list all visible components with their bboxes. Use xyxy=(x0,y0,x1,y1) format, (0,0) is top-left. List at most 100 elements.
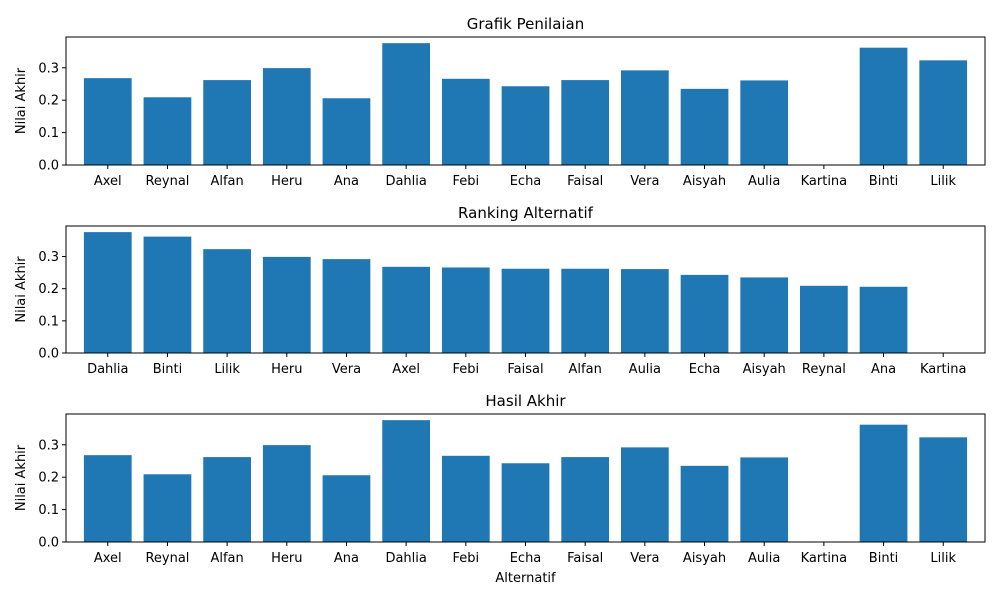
y-axis-ticks: 0.0 0.1 0.2 0.3 xyxy=(38,250,66,362)
chart-title: Grafik Penilaian xyxy=(467,15,585,33)
x-tick-label-kartina: Kartina xyxy=(801,174,848,189)
bar-binti xyxy=(859,47,908,165)
bar-binti xyxy=(859,424,908,542)
x-tick-label-echa: Echa xyxy=(510,174,542,189)
bar-series xyxy=(83,232,908,353)
x-tick-label-lilik: Lilik xyxy=(930,174,956,189)
x-tick-label-binti: Binti xyxy=(153,362,182,377)
chart-hasil-akhir: Hasil Akhir Nilai Akhir Alternatif 0.00.… xyxy=(14,392,986,586)
bar-faisal xyxy=(561,80,610,165)
bar-reynal xyxy=(800,285,848,353)
x-tick-label-kartina: Kartina xyxy=(801,551,848,566)
bar-dahlia xyxy=(382,43,431,165)
bar-echa xyxy=(501,463,550,542)
y-tick-label: 0.0 xyxy=(38,159,59,174)
bar-aisyah xyxy=(680,465,729,542)
x-tick-label-aulia: Aulia xyxy=(748,174,780,189)
x-tick-label-reynal: Reynal xyxy=(145,551,189,566)
bar-echa xyxy=(680,274,729,353)
x-axis-ticks: Axel Reynal Alfan Heru Ana Dahlia Febi Echa Fais… xyxy=(94,542,957,566)
bar-heru xyxy=(262,445,311,542)
bar-aulia xyxy=(740,457,789,542)
x-tick-label-heru: Heru xyxy=(271,362,302,377)
chart-title: Ranking Alternatif xyxy=(458,204,594,222)
x-tick-label-febi: Febi xyxy=(453,362,480,377)
x-tick-label-ana: Ana xyxy=(334,551,359,566)
y-axis-label: Nilai Akhir xyxy=(14,67,29,134)
x-axis-ticks: Dahlia Binti Lilik Heru Vera Axel Febi Faisal Al… xyxy=(87,353,966,377)
chart-ranking-alternatif: Ranking Alternatif Nilai Akhir 0.0 0.1 0.2… xyxy=(14,204,986,377)
bar-axel xyxy=(382,266,431,353)
bar-reynal xyxy=(143,97,192,165)
axes-frame xyxy=(65,225,986,354)
y-tick-label: 0.3 xyxy=(38,250,59,265)
y-tick-label: 0.1 xyxy=(38,126,59,141)
x-tick-label-febi: Febi xyxy=(453,174,480,189)
x-tick-label-alfan: Alfan xyxy=(210,551,243,566)
y-tick-label: 0.0 xyxy=(38,347,59,362)
bar-lilik xyxy=(919,60,968,165)
x-tick-label-aisyah: Aisyah xyxy=(683,174,726,189)
bar-alfan xyxy=(203,80,251,165)
x-tick-label-heru: Heru xyxy=(271,551,302,566)
x-tick-label-faisal: Faisal xyxy=(567,551,603,566)
chart-grafik-penilaian: Grafik Penilaian Nilai Akhir 0.00.10.20.… xyxy=(14,15,986,189)
x-axis-ticks: Axel Reynal Alfan Heru Ana Dahlia Febi Echa Fais… xyxy=(94,165,957,189)
bar-lilik xyxy=(919,437,968,542)
x-tick-label-reynal: Reynal xyxy=(145,174,189,189)
axes-frame xyxy=(65,413,986,543)
bar-ana xyxy=(859,286,908,353)
y-tick-label: 0.2 xyxy=(38,471,59,486)
x-tick-label-lilik: Lilik xyxy=(214,362,240,377)
x-tick-label-axel: Axel xyxy=(94,551,122,566)
x-tick-label-ana: Ana xyxy=(871,362,896,377)
x-tick-label-aisyah: Aisyah xyxy=(683,551,726,566)
x-tick-label-vera: Vera xyxy=(630,551,659,566)
x-tick-label-lilik: Lilik xyxy=(930,551,956,566)
bar-aulia xyxy=(740,80,789,165)
x-tick-label-reynal: Reynal xyxy=(802,362,846,377)
y-tick-label: 0.1 xyxy=(38,314,59,329)
x-tick-label-binti: Binti xyxy=(869,551,898,566)
bar-alfan xyxy=(561,268,610,353)
bar-faisal xyxy=(501,268,550,353)
axes-frame xyxy=(65,36,986,166)
x-tick-label-aulia: Aulia xyxy=(629,362,661,377)
y-tick-label: 0.1 xyxy=(38,503,59,518)
x-tick-label-ana: Ana xyxy=(334,174,359,189)
bar-axel xyxy=(83,78,132,165)
bar-axel xyxy=(83,455,132,542)
x-tick-label-dahlia: Dahlia xyxy=(385,551,426,566)
x-tick-label-dahlia: Dahlia xyxy=(87,362,128,377)
x-tick-label-heru: Heru xyxy=(271,174,302,189)
x-tick-label-dahlia: Dahlia xyxy=(385,174,426,189)
bar-heru xyxy=(262,256,311,353)
bar-lilik xyxy=(203,249,251,353)
y-axis-ticks: 0.0 0.1 0.2 0.3 xyxy=(38,438,66,551)
bar-alfan xyxy=(203,457,251,542)
x-tick-label-axel: Axel xyxy=(392,362,420,377)
x-tick-label-faisal: Faisal xyxy=(507,362,543,377)
y-tick-label: 0.2 xyxy=(38,94,59,109)
bar-febi xyxy=(441,78,490,165)
y-tick-label: 0.0 xyxy=(38,536,59,551)
bar-ana xyxy=(322,98,371,165)
bar-reynal xyxy=(143,474,192,542)
x-tick-label-vera: Vera xyxy=(630,174,659,189)
x-axis-label: Alternatif xyxy=(495,571,556,586)
bar-ana xyxy=(322,475,371,542)
bar-echa xyxy=(501,86,550,165)
bar-aisyah xyxy=(680,88,729,165)
y-tick-label: 0.2 xyxy=(38,282,59,297)
bar-vera xyxy=(620,70,669,165)
x-tick-label-echa: Echa xyxy=(689,362,721,377)
x-tick-label-vera: Vera xyxy=(332,362,361,377)
bar-series xyxy=(83,43,968,165)
bar-faisal xyxy=(561,457,610,542)
bar-aisyah xyxy=(740,277,789,353)
x-tick-label-kartina: Kartina xyxy=(920,362,967,377)
y-tick-label: 0.3 xyxy=(38,438,59,453)
x-tick-label-faisal: Faisal xyxy=(567,174,603,189)
x-tick-label-echa: Echa xyxy=(510,551,542,566)
